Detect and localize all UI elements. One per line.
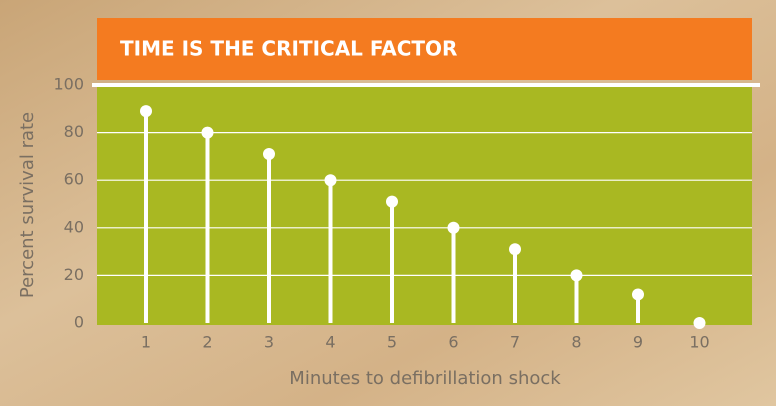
stem-dot [509,243,521,255]
plot-area [97,86,752,325]
y-tick-label: 20 [64,265,84,284]
stem-dot [325,174,337,186]
chart-title: TIME IS THE CRITICAL FACTOR [120,37,457,61]
y-tick-label: 80 [64,122,84,141]
x-tick-label: 4 [325,333,335,352]
x-tick-label: 6 [448,333,458,352]
y-tick-label: 60 [64,170,84,189]
x-tick-label: 2 [202,333,212,352]
stem-dot [571,269,583,281]
chart: TIME IS THE CRITICAL FACTOR Minutes to d… [0,0,776,406]
stem-dot [632,288,644,300]
stem-dot [202,127,214,139]
x-tick-label: 7 [510,333,520,352]
x-tick-label: 9 [633,333,643,352]
stem-dot [694,317,706,329]
x-tick-label: 8 [571,333,581,352]
x-tick-label: 3 [264,333,274,352]
y-tick-label: 0 [74,313,84,332]
x-tick-label: 1 [141,333,151,352]
x-tick-label: 10 [689,333,709,352]
y-tick-label: 100 [53,75,84,94]
y-axis-label: Percent survival rate [17,112,38,298]
stem-dot [263,148,275,160]
x-tick-label: 5 [387,333,397,352]
stem-dot [140,105,152,117]
stem-dot [386,196,398,208]
stem-dot [448,222,460,234]
x-axis-label: Minutes to defibrillation shock [289,368,561,389]
y-tick-label: 40 [64,217,84,236]
